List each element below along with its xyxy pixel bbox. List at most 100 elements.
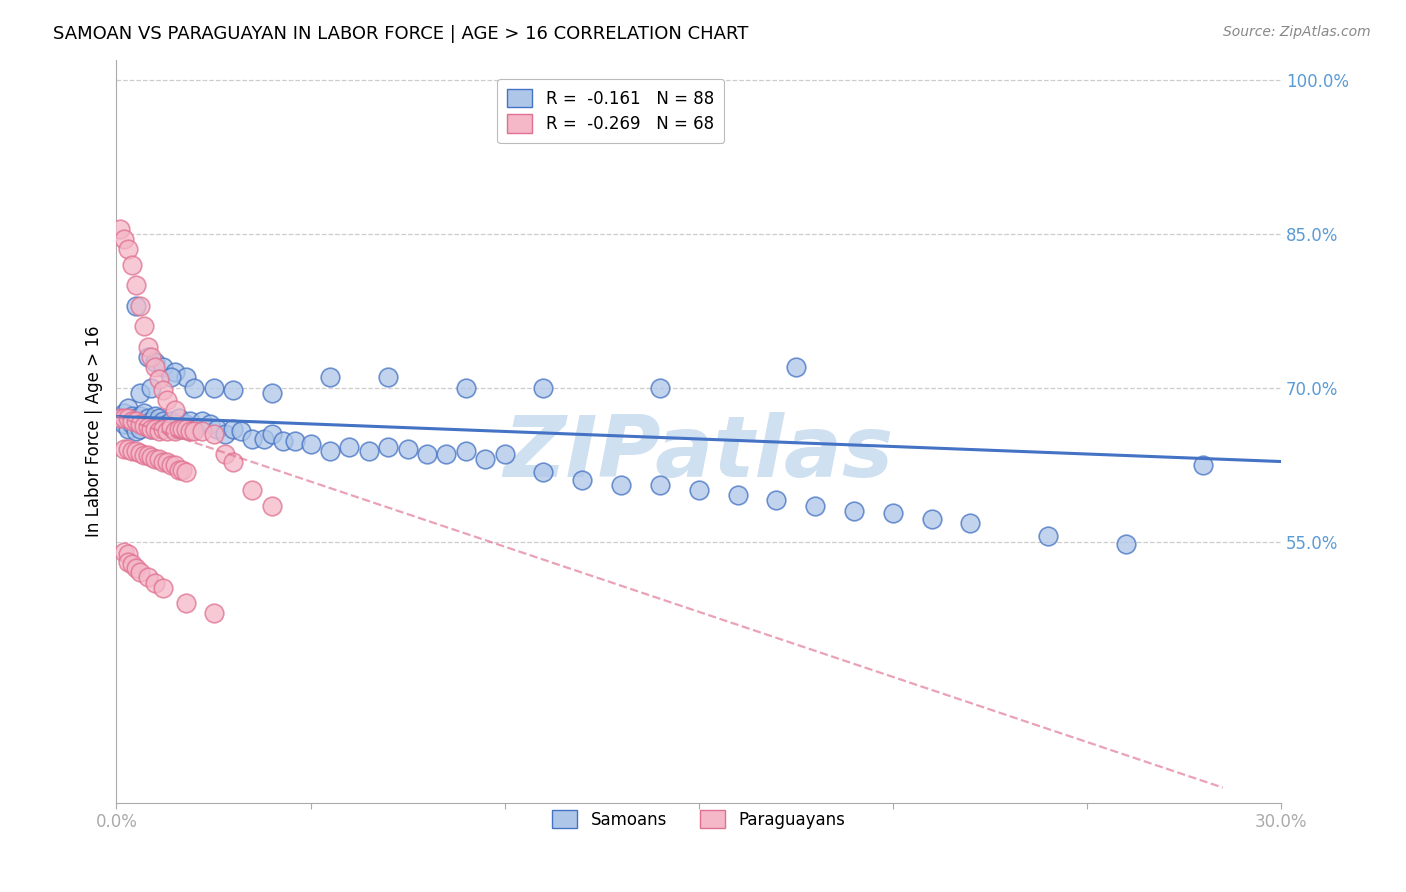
Point (112, 442, 135, 457)
Point (132, 449, 155, 463)
Point (125, 299, 148, 313)
Point (152, 454, 174, 468)
Point (202, 607, 225, 621)
Point (163, 422, 186, 436)
Point (202, 426, 225, 441)
Point (396, 442, 419, 457)
Point (141, 350, 163, 364)
Point (240, 483, 263, 498)
Point (110, 411, 132, 425)
Point (785, 360, 807, 375)
Point (688, 483, 710, 498)
Point (610, 478, 633, 492)
Point (156, 424, 179, 438)
Point (117, 547, 139, 561)
Point (141, 422, 163, 436)
Point (1115, 536, 1137, 550)
Point (571, 473, 593, 487)
Point (148, 417, 170, 431)
Point (125, 424, 148, 438)
Point (136, 570, 159, 584)
Point (128, 409, 150, 424)
Point (143, 360, 166, 375)
Point (214, 447, 236, 461)
Point (454, 444, 477, 458)
Point (125, 413, 148, 427)
Point (179, 424, 201, 438)
Point (765, 493, 787, 508)
Point (163, 458, 186, 472)
Point (377, 370, 399, 384)
Text: Source: ZipAtlas.com: Source: ZipAtlas.com (1223, 25, 1371, 39)
Point (121, 444, 143, 458)
Point (163, 365, 186, 379)
Point (128, 446, 150, 460)
Point (357, 444, 380, 458)
Point (804, 499, 827, 513)
Point (648, 381, 671, 395)
Point (377, 440, 399, 454)
Point (474, 452, 496, 467)
Point (648, 478, 671, 492)
Point (148, 452, 170, 467)
Point (148, 372, 170, 386)
Text: SAMOAN VS PARAGUAYAN IN LABOR FORCE | AGE > 16 CORRELATION CHART: SAMOAN VS PARAGUAYAN IN LABOR FORCE | AG… (53, 25, 749, 43)
Point (136, 350, 159, 364)
Point (156, 392, 179, 407)
Point (1036, 529, 1059, 543)
Point (136, 419, 159, 434)
Point (176, 370, 198, 384)
Point (112, 406, 135, 420)
Point (128, 566, 150, 580)
Point (125, 444, 148, 458)
Point (183, 422, 205, 436)
Point (319, 444, 342, 458)
Point (172, 422, 194, 436)
Point (299, 437, 322, 451)
Point (183, 424, 205, 438)
Point (125, 561, 148, 575)
Point (152, 422, 174, 436)
Legend: Samoans, Paraguayans: Samoans, Paraguayans (546, 804, 852, 836)
Point (284, 434, 307, 448)
Point (128, 299, 150, 313)
Point (156, 454, 179, 468)
Point (214, 426, 236, 441)
Point (128, 422, 150, 436)
Point (163, 424, 186, 438)
Point (222, 383, 245, 397)
Point (183, 381, 205, 395)
Point (121, 413, 143, 427)
Point (167, 463, 190, 477)
Point (143, 355, 166, 369)
Point (416, 447, 439, 461)
Point (229, 424, 252, 438)
Point (319, 370, 342, 384)
Point (727, 488, 749, 502)
Point (160, 413, 183, 427)
Point (176, 422, 198, 436)
Point (117, 442, 139, 457)
Point (176, 596, 198, 610)
Point (132, 413, 155, 427)
Point (136, 411, 159, 425)
Point (112, 411, 135, 425)
Point (253, 432, 276, 446)
Point (167, 422, 190, 436)
Point (260, 426, 283, 441)
Point (273, 434, 295, 448)
Point (128, 417, 150, 431)
Point (143, 452, 166, 467)
Point (152, 383, 174, 397)
Point (132, 418, 155, 433)
Point (167, 411, 190, 425)
Point (207, 422, 229, 436)
Y-axis label: In Labor Force | Age > 16: In Labor Force | Age > 16 (86, 326, 103, 537)
Point (136, 340, 159, 354)
Point (260, 499, 283, 513)
Point (132, 319, 155, 334)
Point (148, 424, 170, 438)
Point (121, 557, 143, 571)
Point (882, 506, 904, 520)
Point (125, 411, 148, 425)
